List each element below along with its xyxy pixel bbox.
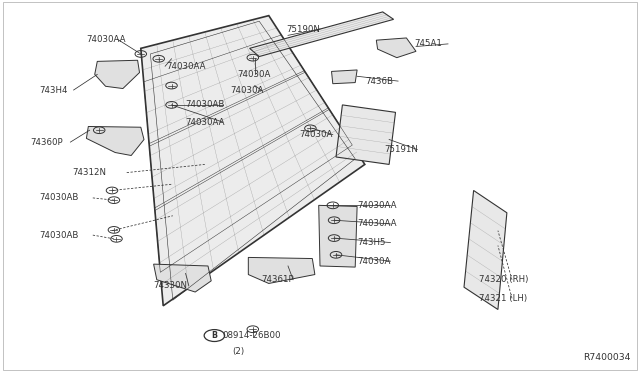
Text: 74030A: 74030A bbox=[237, 70, 270, 79]
Text: 74030A: 74030A bbox=[230, 86, 264, 94]
Text: B: B bbox=[211, 331, 218, 340]
Text: 74361P: 74361P bbox=[261, 275, 294, 284]
Text: 74330N: 74330N bbox=[154, 281, 188, 290]
Polygon shape bbox=[248, 257, 315, 283]
Text: 7436B: 7436B bbox=[365, 77, 393, 86]
Text: R7400034: R7400034 bbox=[583, 353, 630, 362]
Polygon shape bbox=[332, 70, 357, 84]
Polygon shape bbox=[336, 105, 396, 164]
Text: 745A1: 745A1 bbox=[415, 39, 443, 48]
Polygon shape bbox=[154, 264, 211, 292]
Polygon shape bbox=[95, 60, 140, 89]
Text: 74030AB: 74030AB bbox=[40, 193, 79, 202]
Text: 74030AB: 74030AB bbox=[40, 231, 79, 240]
Polygon shape bbox=[319, 205, 357, 267]
Text: (2): (2) bbox=[232, 347, 244, 356]
Polygon shape bbox=[86, 126, 144, 155]
Text: 74320 (RH): 74320 (RH) bbox=[479, 275, 528, 284]
Text: 08914-26B00: 08914-26B00 bbox=[223, 331, 281, 340]
Text: 74030A: 74030A bbox=[357, 257, 390, 266]
Polygon shape bbox=[464, 190, 507, 310]
Text: 75191N: 75191N bbox=[384, 145, 418, 154]
Text: 74030AA: 74030AA bbox=[186, 118, 225, 126]
Text: 743H4: 743H4 bbox=[40, 86, 68, 94]
Text: 74030AA: 74030AA bbox=[357, 219, 397, 228]
Polygon shape bbox=[250, 12, 394, 57]
Text: 74321 (LH): 74321 (LH) bbox=[479, 294, 527, 303]
Text: 74030AA: 74030AA bbox=[357, 201, 397, 210]
Text: 743H5: 743H5 bbox=[357, 238, 386, 247]
Polygon shape bbox=[376, 38, 416, 58]
Text: 74360P: 74360P bbox=[30, 138, 63, 147]
Text: 74030AA: 74030AA bbox=[86, 35, 126, 44]
Text: 75190N: 75190N bbox=[287, 25, 321, 33]
Text: 74312N: 74312N bbox=[72, 168, 106, 177]
Text: 74030AA: 74030AA bbox=[166, 62, 206, 71]
Text: 74030A: 74030A bbox=[300, 130, 333, 139]
Polygon shape bbox=[141, 16, 365, 306]
Text: 74030AB: 74030AB bbox=[186, 100, 225, 109]
